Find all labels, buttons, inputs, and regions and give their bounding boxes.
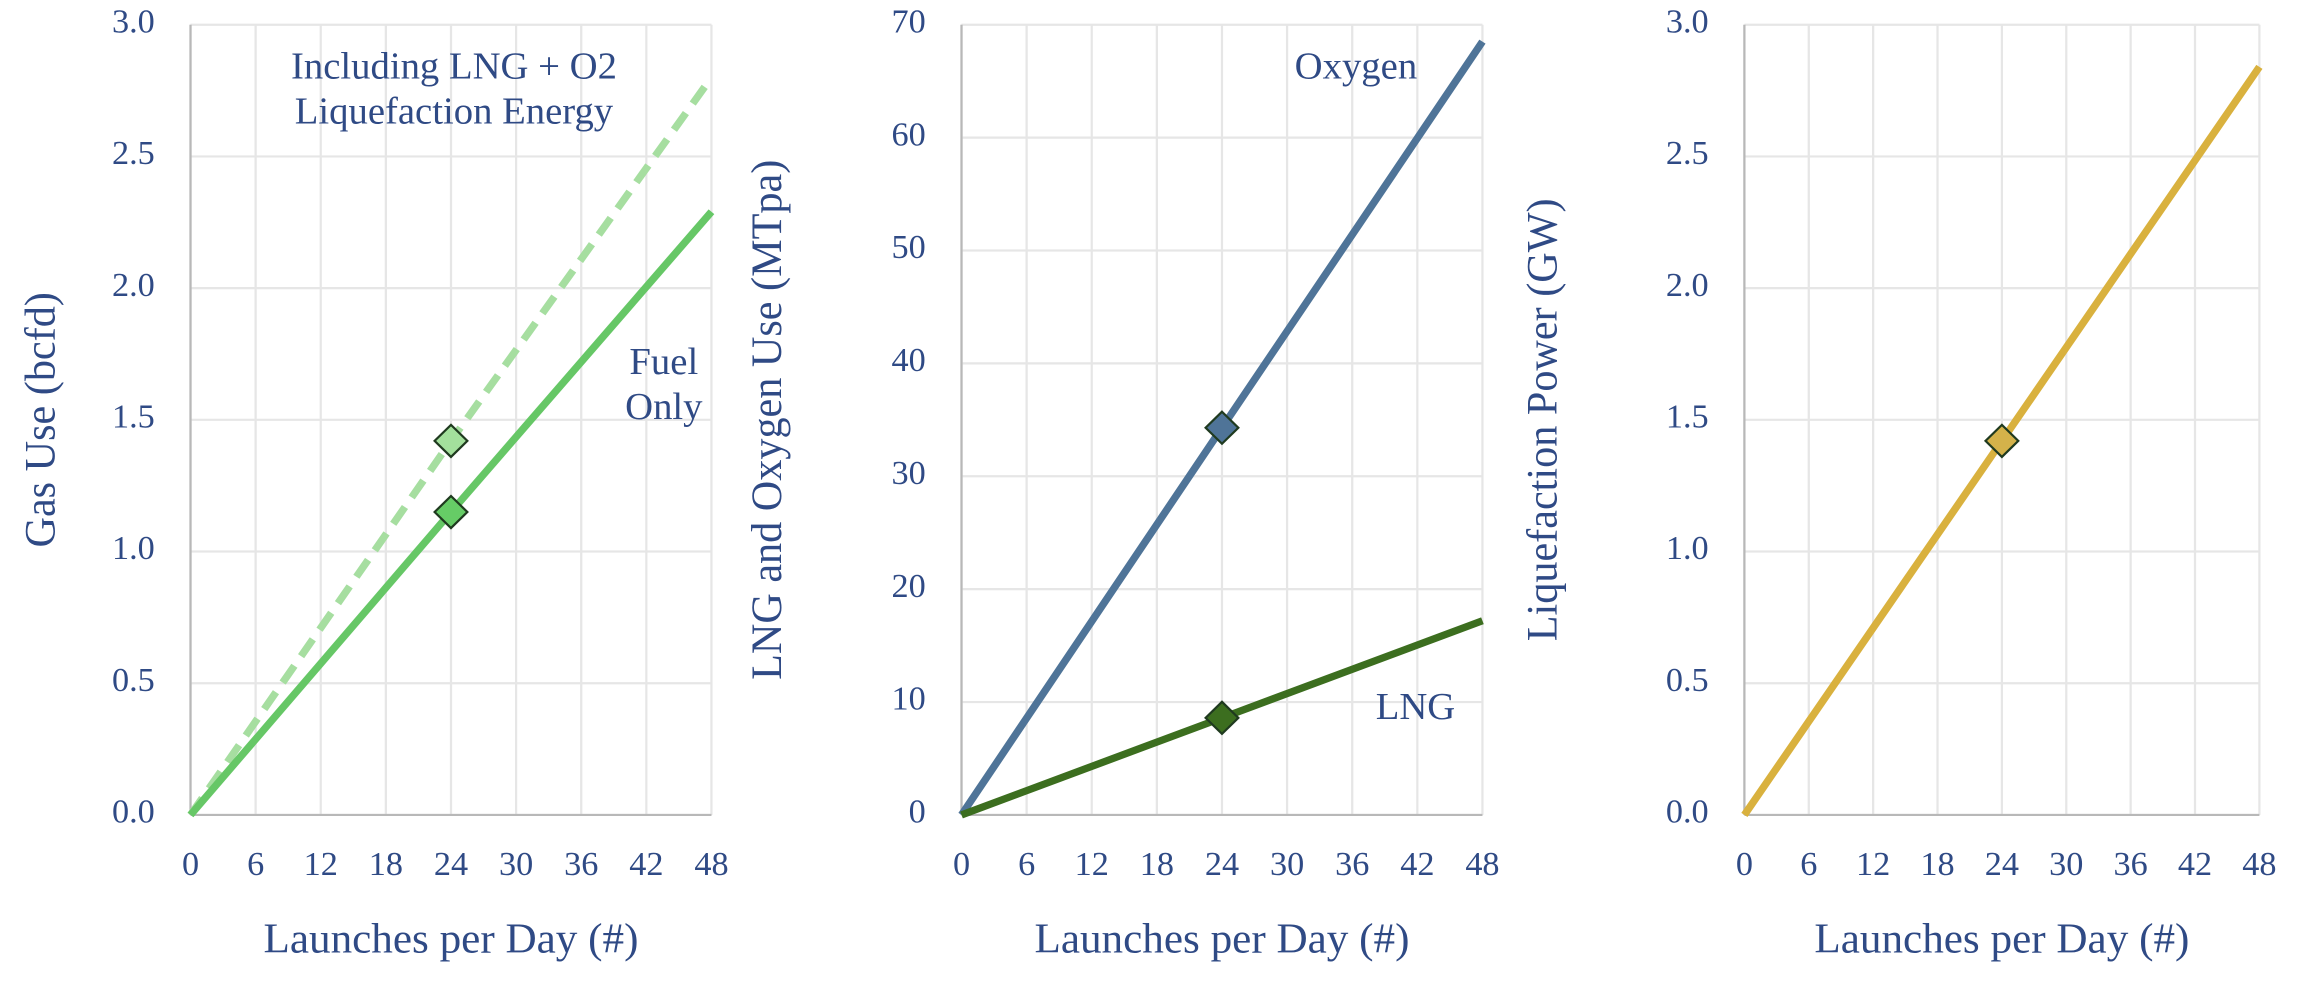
y-axis-title: Gas Use (bcfd): [17, 292, 65, 547]
series-label: Fuel Only: [625, 340, 703, 428]
y-tick-label: 2.0: [1666, 267, 1709, 304]
y-tick-label: 1.0: [1666, 531, 1709, 568]
x-tick-label: 6: [1018, 846, 1035, 883]
x-tick-label: 24: [1985, 846, 2019, 883]
x-tick-label: 0: [953, 846, 970, 883]
y-tick-label: 2.0: [112, 267, 155, 304]
x-tick-label: 18: [1920, 846, 1954, 883]
x-tick-label: 24: [434, 846, 468, 883]
x-tick-label: 0: [1736, 846, 1753, 883]
y-tick-label: 2.5: [1666, 135, 1709, 172]
x-tick-label: 30: [499, 846, 533, 883]
series-label-text: Including LNG + O2 Liquefaction Energy: [290, 45, 617, 133]
x-tick-label: 42: [1400, 846, 1434, 883]
y-tick-label: 70: [892, 4, 926, 41]
series-label: Oxygen: [1294, 45, 1418, 88]
y-tick-label: 10: [892, 681, 926, 718]
y-tick-label: 0.5: [112, 662, 155, 699]
y-tick-label: 1.0: [112, 531, 155, 568]
x-tick-label: 6: [247, 846, 264, 883]
x-tick-label: 0: [182, 846, 199, 883]
y-tick-label: 1.5: [112, 399, 155, 436]
data-marker: [1204, 700, 1240, 736]
x-axis-title: Launches per Day (#): [263, 916, 638, 962]
y-tick-label: 60: [892, 117, 926, 154]
data-marker: [433, 423, 469, 459]
y-axis-title: LNG and Oxygen Use (MTpa): [743, 160, 791, 680]
x-tick-label: 30: [2049, 846, 2083, 883]
x-axis-title: Launches per Day (#): [1034, 916, 1409, 962]
y-tick-label: 0.5: [1666, 662, 1709, 699]
x-tick-label: 48: [2242, 846, 2276, 883]
x-tick-label: 42: [629, 846, 663, 883]
y-tick-label: 50: [892, 230, 926, 267]
x-tick-label: 36: [564, 846, 598, 883]
y-axis-title: Liquefaction Power (GW): [1519, 198, 1567, 641]
series-label-text: Oxygen: [1294, 45, 1418, 88]
series-label: LNG: [1375, 685, 1456, 728]
y-tick-label: 0: [909, 794, 926, 831]
x-tick-label: 36: [1335, 846, 1369, 883]
y-tick-label: 3.0: [112, 4, 155, 41]
y-tick-label: 2.5: [112, 135, 155, 172]
x-tick-label: 48: [1465, 846, 1499, 883]
y-tick-label: 1.5: [1666, 399, 1709, 436]
x-tick-label: 18: [1140, 846, 1174, 883]
x-tick-label: 30: [1270, 846, 1304, 883]
y-tick-label: 0.0: [112, 794, 155, 831]
y-tick-label: 40: [892, 342, 926, 379]
x-tick-label: 48: [694, 846, 728, 883]
data-marker: [1204, 410, 1240, 446]
x-axis-title: Launches per Day (#): [1814, 916, 2189, 962]
x-tick-label: 12: [1856, 846, 1890, 883]
x-tick-label: 18: [369, 846, 403, 883]
x-tick-label: 42: [2178, 846, 2212, 883]
x-tick-label: 36: [2114, 846, 2148, 883]
y-tick-label: 3.0: [1666, 4, 1709, 41]
y-tick-label: 20: [892, 568, 926, 605]
series-label-text: LNG: [1375, 685, 1456, 728]
y-tick-label: 0.0: [1666, 794, 1709, 831]
x-tick-label: 24: [1205, 846, 1239, 883]
data-marker: [433, 494, 469, 530]
series-label-text: Fuel Only: [625, 340, 703, 428]
x-tick-label: 12: [304, 846, 338, 883]
x-tick-label: 12: [1075, 846, 1109, 883]
x-tick-label: 6: [1800, 846, 1817, 883]
y-tick-label: 30: [892, 455, 926, 492]
series-label: Including LNG + O2 Liquefaction Energy: [290, 45, 617, 133]
data-marker: [1983, 423, 2020, 459]
